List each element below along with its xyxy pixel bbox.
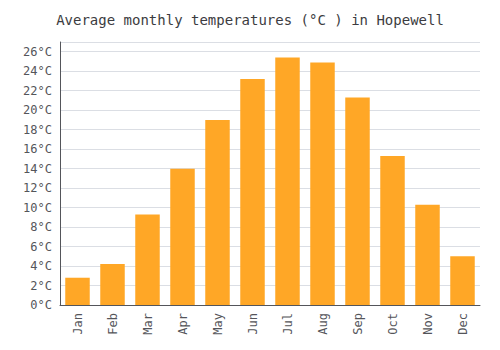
svg-text:Dec: Dec: [456, 313, 470, 335]
svg-text:8°C: 8°C: [30, 220, 52, 234]
svg-text:4°C: 4°C: [30, 259, 52, 273]
svg-text:Mar: Mar: [141, 313, 155, 335]
svg-text:14°C: 14°C: [23, 162, 52, 176]
svg-text:0°C: 0°C: [30, 298, 52, 312]
svg-text:Jul: Jul: [281, 313, 295, 335]
svg-text:Feb: Feb: [106, 313, 120, 335]
svg-text:Sep: Sep: [351, 313, 365, 335]
svg-text:18°C: 18°C: [23, 123, 52, 137]
svg-text:16°C: 16°C: [23, 142, 52, 156]
svg-text:22°C: 22°C: [23, 84, 52, 98]
svg-text:Nov: Nov: [421, 313, 435, 335]
svg-text:6°C: 6°C: [30, 240, 52, 254]
svg-text:26°C: 26°C: [23, 45, 52, 59]
svg-text:2°C: 2°C: [30, 279, 52, 293]
svg-text:May: May: [211, 313, 225, 335]
svg-text:Jun: Jun: [246, 313, 260, 335]
svg-text:20°C: 20°C: [23, 103, 52, 117]
svg-text:Apr: Apr: [176, 313, 190, 335]
svg-text:Jan: Jan: [71, 313, 85, 335]
svg-text:Aug: Aug: [316, 313, 330, 335]
svg-text:10°C: 10°C: [23, 201, 52, 215]
svg-text:24°C: 24°C: [23, 64, 52, 78]
svg-text:12°C: 12°C: [23, 181, 52, 195]
svg-text:Average monthly temperatures (: Average monthly temperatures (°C ) in Ho…: [56, 12, 444, 28]
svg-text:Oct: Oct: [386, 313, 400, 335]
